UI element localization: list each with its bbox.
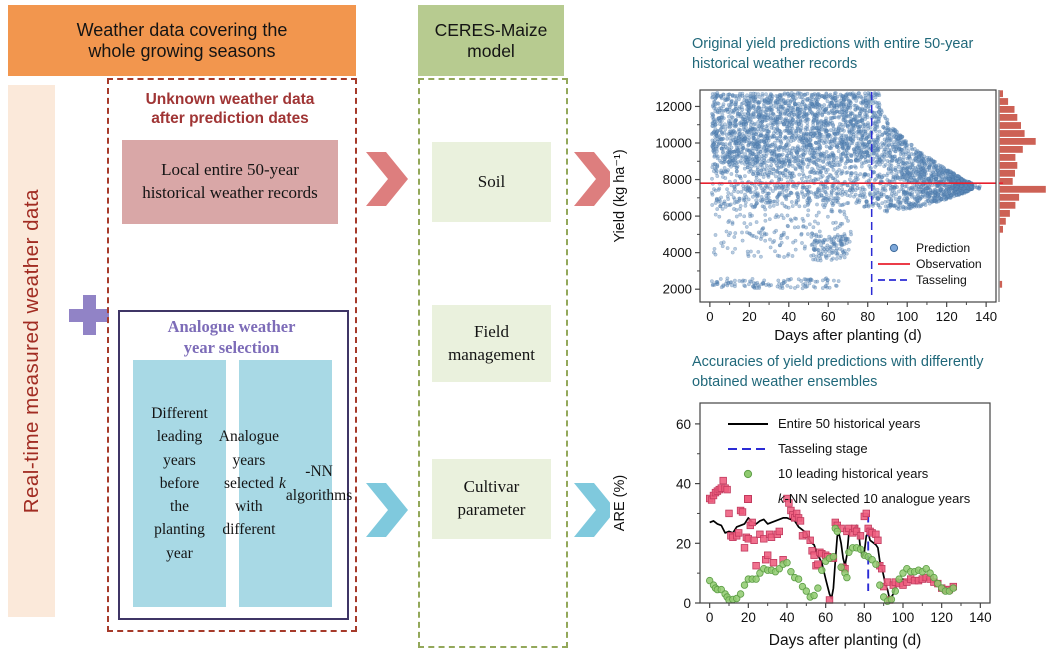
svg-text:2000: 2000 (663, 282, 692, 297)
svg-text:Observation: Observation (916, 257, 982, 271)
soil-box: Soil (432, 142, 551, 222)
svg-text:40: 40 (676, 477, 691, 492)
svg-text:historical weather records: historical weather records (692, 56, 857, 72)
svg-text:60: 60 (676, 417, 691, 432)
svg-text:Days after planting (d): Days after planting (d) (769, 632, 922, 649)
plus-icon (69, 295, 109, 335)
svg-text:80: 80 (857, 610, 872, 625)
svg-text:20: 20 (676, 536, 691, 551)
leading-years-box: Different leading years before the plant… (133, 360, 226, 607)
weather-data-header-box: Weather data covering the whole growing … (8, 5, 356, 76)
svg-text:k-NN selected 10 analogue year: k-NN selected 10 analogue years (778, 491, 971, 506)
svg-text:0: 0 (706, 610, 714, 625)
unknown-weather-title: Unknown weather data after prediction da… (145, 91, 315, 128)
unknown-weather-group (107, 78, 357, 632)
svg-text:Tasseling stage: Tasseling stage (778, 441, 868, 456)
svg-text:100: 100 (892, 610, 915, 625)
ceres-model-group (418, 78, 568, 648)
svg-text:60: 60 (821, 309, 836, 324)
svg-text:120: 120 (930, 610, 953, 625)
svg-text:60: 60 (818, 610, 833, 625)
svg-text:10000: 10000 (655, 136, 692, 151)
svg-text:80: 80 (860, 309, 875, 324)
svg-text:obtained weather ensembles: obtained weather ensembles (692, 374, 877, 390)
field-management-box: Field management (432, 305, 551, 382)
svg-text:Days after planting (d): Days after planting (d) (774, 327, 922, 344)
svg-text:0: 0 (683, 596, 691, 611)
svg-text:40: 40 (779, 610, 794, 625)
realtime-weather-bar: Real-time measured weather data (8, 85, 55, 617)
weather-to-model-arrow-icon (366, 152, 408, 206)
svg-text:4000: 4000 (663, 245, 692, 260)
svg-text:Accuracies of yield prediction: Accuracies of yield predictions with dif… (692, 354, 984, 370)
analogue-years-box: Analogue years selected with different k… (219, 360, 352, 607)
svg-text:40: 40 (781, 309, 796, 324)
svg-text:Tasseling: Tasseling (916, 273, 967, 287)
analogue-selection-title: Analogue weather year selection (167, 317, 296, 357)
historical-records-box: Local entire 50-year historical weather … (122, 140, 338, 224)
svg-text:Yield (kg ha⁻¹): Yield (kg ha⁻¹) (612, 149, 628, 242)
cultivar-parameter-box: Cultivar parameter (432, 459, 551, 539)
analogue-to-model-arrow-icon (366, 483, 408, 537)
ceres-maize-header-box: CERES-Maize model (418, 5, 564, 76)
svg-text:20: 20 (741, 610, 756, 625)
svg-text:Original yield predictions wit: Original yield predictions with entire 5… (692, 36, 973, 52)
svg-text:120: 120 (936, 309, 958, 324)
model-to-yield-chart-arrow-icon (574, 152, 616, 206)
model-to-accuracy-chart-arrow-icon (574, 483, 616, 537)
svg-text:Prediction: Prediction (916, 241, 970, 255)
svg-text:10 leading historical years: 10 leading historical years (778, 466, 929, 481)
svg-text:0: 0 (706, 309, 713, 324)
svg-text:Entire 50 historical years: Entire 50 historical years (778, 416, 921, 431)
svg-text:12000: 12000 (655, 99, 692, 114)
svg-text:140: 140 (975, 309, 997, 324)
svg-text:140: 140 (969, 610, 992, 625)
svg-text:ARE (%): ARE (%) (612, 475, 628, 531)
svg-text:100: 100 (896, 309, 918, 324)
realtime-weather-label: Real-time measured weather data (19, 188, 43, 514)
svg-text:6000: 6000 (663, 209, 692, 224)
accuracy-chart: Accuracies of yield predictions with dif… (610, 346, 1048, 660)
svg-text:20: 20 (742, 309, 757, 324)
yield-prediction-chart: Original yield predictions with entire 5… (610, 30, 1048, 346)
svg-text:8000: 8000 (663, 172, 692, 187)
